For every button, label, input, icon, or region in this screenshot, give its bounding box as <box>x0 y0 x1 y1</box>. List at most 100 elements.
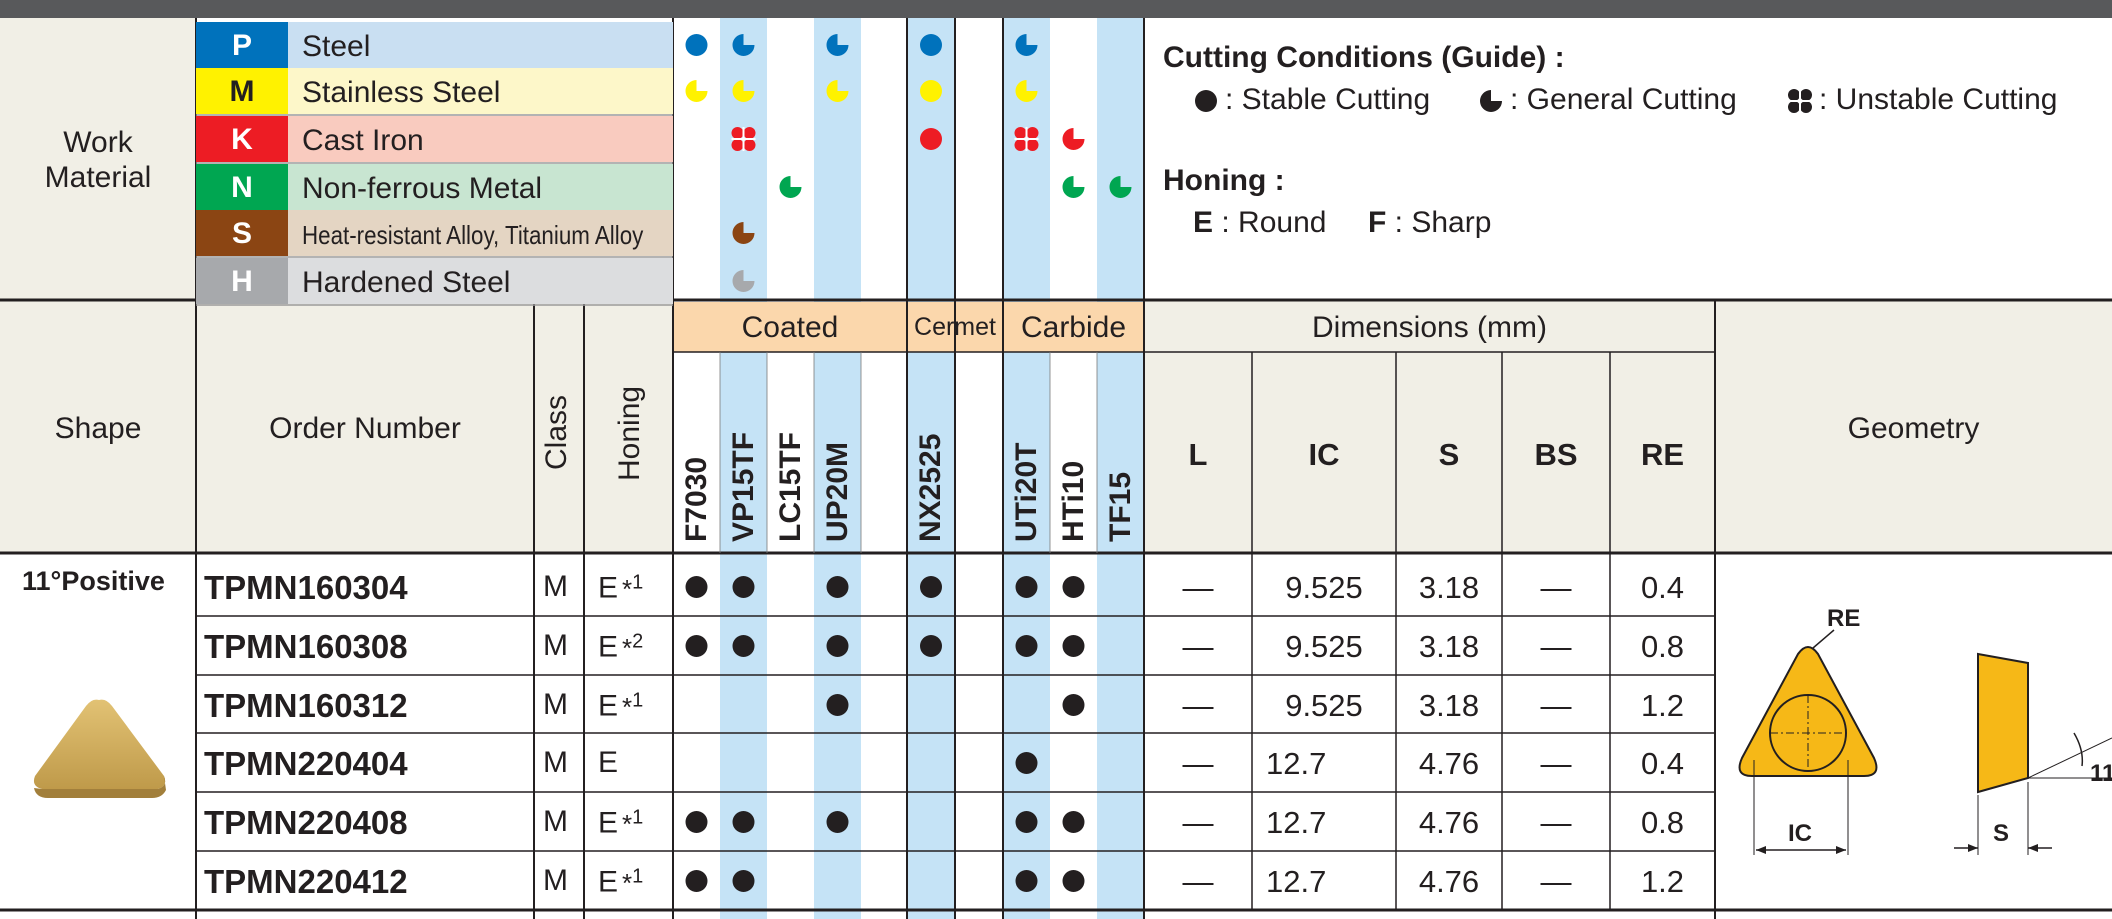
dim-s: 4.76 <box>1418 746 1480 781</box>
stock-dot <box>1062 635 1085 657</box>
dim-l: — <box>1182 805 1214 840</box>
general-cutting-icon <box>732 270 755 292</box>
stock-dot <box>826 811 849 833</box>
grade-column-bg <box>814 18 861 302</box>
general-cutting-icon <box>826 80 849 103</box>
honing-value: E *1 <box>598 806 644 840</box>
dim-bs: — <box>1540 746 1572 781</box>
material-row-bg <box>288 116 673 162</box>
general-cutting-icon <box>779 176 802 198</box>
material-tile <box>196 210 288 256</box>
grade-header-hti10: HTi10 <box>1056 460 1090 542</box>
grade-column-bg <box>720 18 767 302</box>
dim-ic: 12.7 <box>1266 864 1327 899</box>
geometry-re-label: RE <box>1827 605 1861 632</box>
class-value: M <box>543 629 568 662</box>
material-tile <box>196 116 288 162</box>
dim-header-re: RE <box>1640 437 1685 472</box>
stock-dot <box>732 635 755 657</box>
work-material-cell <box>0 18 196 300</box>
grade-header-lc15tf: LC15TF <box>773 431 807 542</box>
stock-dot <box>732 811 755 833</box>
shape-label: 11°Positive <box>22 566 165 596</box>
dim-s: 4.76 <box>1418 805 1480 840</box>
cermet-header: Cermet <box>914 313 996 341</box>
insert-image <box>33 699 166 798</box>
dim-l: — <box>1182 746 1214 781</box>
material-letter-n: N <box>231 171 253 204</box>
general-cutting-icon <box>1109 176 1132 198</box>
class-value: M <box>543 805 568 838</box>
dim-bs: — <box>1540 864 1572 899</box>
dim-l: — <box>1182 864 1214 899</box>
order-number: TPMN160304 <box>204 569 408 606</box>
material-name-k: Cast Iron <box>302 124 424 157</box>
dim-s: 3.18 <box>1418 629 1480 664</box>
general-cutting-icon <box>826 34 849 56</box>
material-letter-m: M <box>229 75 255 108</box>
coated-header: Coated <box>741 311 839 344</box>
honing-value: E *2 <box>598 630 644 664</box>
dim-re: 0.8 <box>1640 629 1685 664</box>
stock-dot <box>920 576 942 598</box>
stock-dot <box>1015 635 1038 657</box>
dim-re: 0.4 <box>1640 746 1685 781</box>
honing-round: E : Round <box>1193 206 1327 239</box>
dim-re: 1.2 <box>1640 688 1685 723</box>
geometry-s-label: S <box>1993 820 2010 847</box>
dim-bs: — <box>1540 570 1572 605</box>
dim-l: — <box>1182 629 1214 664</box>
class-header: Class <box>540 394 573 470</box>
stock-dot <box>732 870 755 892</box>
class-value: M <box>543 688 568 721</box>
stable-cutting-icon <box>920 128 942 150</box>
dim-l: — <box>1182 688 1214 723</box>
stock-dot <box>1062 870 1085 892</box>
dim-s: 3.18 <box>1418 688 1480 723</box>
unstable-cutting-icon <box>1014 127 1039 151</box>
stock-dot <box>1062 576 1085 598</box>
general-cutting-label: : General Cutting <box>1510 83 1737 116</box>
material-tile <box>196 22 288 68</box>
material-letter-h: H <box>231 265 253 298</box>
dimensions-header: Dimensions (mm) <box>1311 311 1548 344</box>
honing-value: E *1 <box>598 865 644 899</box>
geometry-angle-label: 11° <box>2090 760 2112 787</box>
dim-header-s: S <box>1438 437 1460 472</box>
general-cutting-icon <box>732 222 755 244</box>
carbide-header-bg <box>1003 302 1144 352</box>
dim-re: 1.2 <box>1640 864 1685 899</box>
geometry-ic-label: IC <box>1788 820 1812 847</box>
stock-dot <box>685 811 708 833</box>
dim-s: 3.18 <box>1418 570 1480 605</box>
dim-s: 4.76 <box>1418 864 1480 899</box>
dim-bs: — <box>1540 688 1572 723</box>
honing-title: Honing : <box>1163 164 1285 197</box>
right-header-cell <box>1144 300 2112 553</box>
dim-ic: 9.525 <box>1285 629 1363 664</box>
stock-dot <box>685 870 708 892</box>
dim-re: 0.4 <box>1640 570 1685 605</box>
stock-dot <box>1062 694 1085 716</box>
dim-bs: — <box>1540 805 1572 840</box>
stable-cutting-label: : Stable Cutting <box>1225 83 1431 116</box>
grade-header-tf15: TF15 <box>1103 471 1137 542</box>
dim-re: 0.8 <box>1640 805 1685 840</box>
stable-cutting-icon <box>685 34 708 56</box>
dim-ic: 12.7 <box>1266 746 1327 781</box>
dim-header-ic: IC <box>1308 437 1340 472</box>
stable-cutting-icon <box>920 34 942 56</box>
grade-column-bg <box>907 18 955 302</box>
grade-column-bg <box>1003 18 1050 302</box>
material-row-bg <box>288 258 673 304</box>
general-cutting-icon <box>1062 128 1085 150</box>
stable-cutting-icon <box>920 80 942 102</box>
conditions-title: Cutting Conditions (Guide) : <box>1163 41 1565 74</box>
grade-column-bg <box>1097 352 1144 919</box>
class-value: M <box>543 746 568 779</box>
dim-ic: 9.525 <box>1285 570 1363 605</box>
geometry-drawing <box>1738 629 2112 855</box>
geometry-header: Geometry <box>1847 412 1980 445</box>
